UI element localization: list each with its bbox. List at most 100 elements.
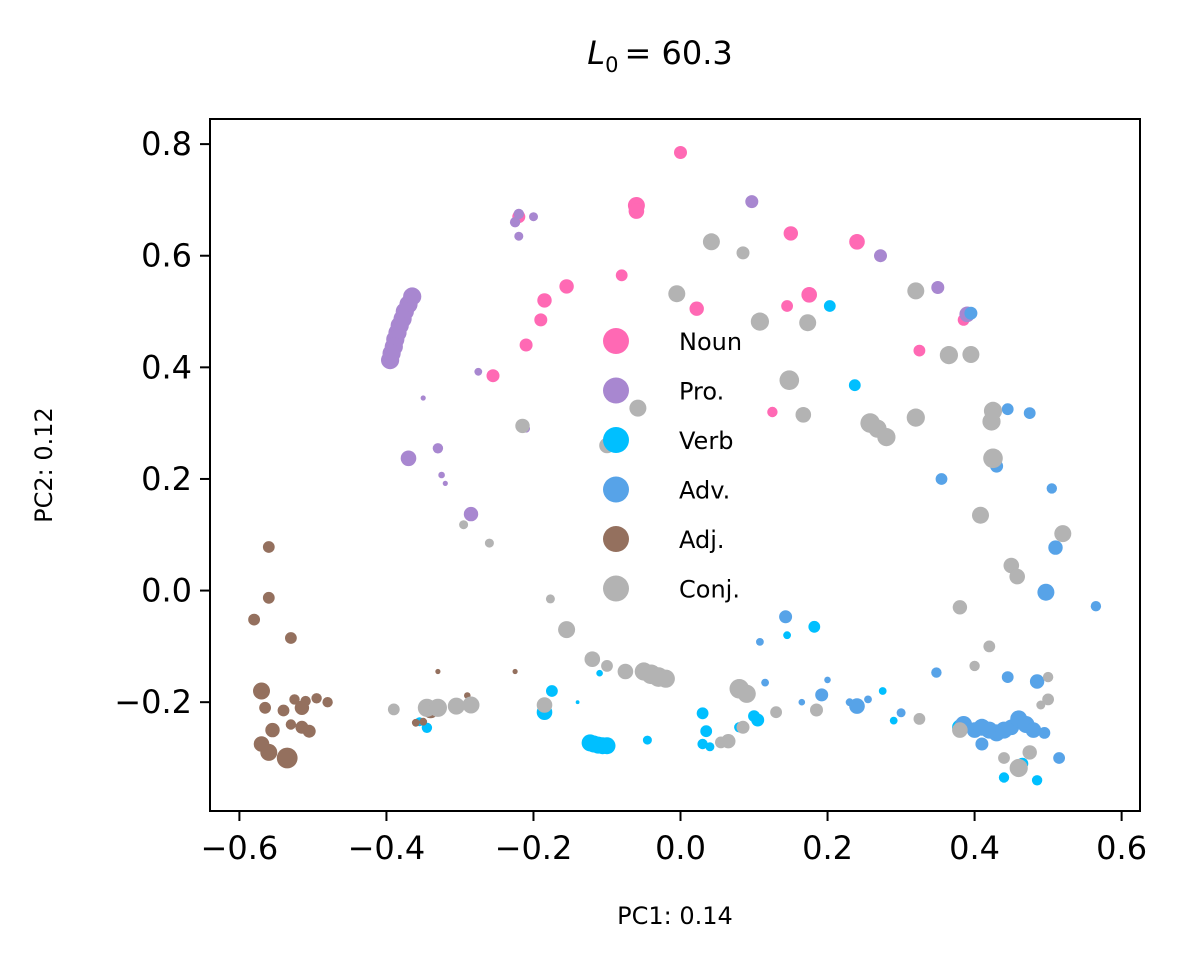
data-point bbox=[546, 685, 558, 697]
data-point bbox=[696, 707, 709, 720]
data-point bbox=[629, 399, 647, 417]
x-axis-label: PC1: 0.14 bbox=[617, 902, 733, 930]
data-point bbox=[545, 594, 555, 604]
data-point bbox=[435, 668, 441, 675]
data-point bbox=[519, 338, 533, 352]
data-point bbox=[601, 660, 613, 672]
data-point bbox=[1038, 727, 1051, 739]
data-point bbox=[969, 660, 980, 672]
chart-title-subscript: 0 bbox=[605, 53, 618, 77]
data-point bbox=[262, 591, 275, 604]
data-point bbox=[1048, 540, 1063, 555]
legend-marker bbox=[603, 526, 629, 552]
data-point bbox=[486, 369, 500, 383]
data-point bbox=[381, 351, 400, 370]
data-point bbox=[1001, 403, 1014, 416]
data-point bbox=[907, 282, 925, 300]
data-point bbox=[982, 412, 1001, 431]
data-point bbox=[260, 743, 278, 761]
data-point bbox=[558, 621, 576, 639]
data-point bbox=[559, 279, 574, 294]
data-point bbox=[668, 285, 686, 303]
data-point bbox=[1042, 671, 1054, 683]
y-axis-ticks: −0.2 0.0 0.2 0.4 0.6 0.8 bbox=[114, 125, 210, 721]
data-point bbox=[972, 506, 989, 524]
data-point bbox=[459, 520, 469, 530]
data-point bbox=[935, 473, 948, 485]
data-point bbox=[584, 651, 601, 667]
x-tick-label: 0.2 bbox=[802, 829, 853, 867]
data-point bbox=[387, 703, 400, 716]
data-point bbox=[808, 620, 821, 633]
data-point bbox=[781, 300, 793, 312]
data-point bbox=[484, 538, 494, 548]
data-point bbox=[1001, 671, 1014, 683]
data-point bbox=[798, 698, 806, 706]
data-point bbox=[913, 344, 926, 357]
data-point bbox=[598, 737, 616, 755]
data-point bbox=[983, 640, 996, 653]
data-point bbox=[1053, 752, 1065, 764]
chart-title-value: = 60.3 bbox=[624, 34, 732, 72]
data-point bbox=[420, 395, 426, 401]
data-point bbox=[1046, 483, 1058, 494]
data-point bbox=[289, 694, 300, 705]
data-point bbox=[761, 678, 769, 687]
data-point bbox=[779, 610, 793, 624]
data-point bbox=[931, 667, 942, 678]
data-point bbox=[674, 146, 687, 159]
data-point bbox=[1022, 745, 1037, 760]
legend-label: Adj. bbox=[679, 526, 725, 554]
data-point bbox=[737, 684, 756, 703]
data-point bbox=[642, 735, 652, 745]
data-point bbox=[878, 687, 887, 695]
data-point bbox=[1090, 601, 1102, 612]
data-point bbox=[474, 367, 483, 376]
data-point bbox=[783, 226, 798, 241]
data-point bbox=[964, 306, 978, 320]
data-point bbox=[509, 217, 521, 228]
legend-marker bbox=[603, 575, 629, 602]
data-point bbox=[262, 541, 275, 553]
x-axis-ticks: −0.6 −0.4 −0.2 0.0 0.2 0.4 0.6 bbox=[201, 811, 1147, 867]
data-point bbox=[529, 212, 538, 222]
y-axis-label: PC2: 0.12 bbox=[30, 407, 58, 523]
data-point bbox=[849, 698, 865, 714]
data-point bbox=[849, 234, 865, 250]
data-point bbox=[815, 688, 829, 702]
data-point bbox=[1036, 700, 1046, 710]
data-point bbox=[265, 722, 280, 738]
data-point bbox=[311, 693, 322, 704]
data-point bbox=[1029, 674, 1045, 689]
data-point bbox=[795, 407, 812, 423]
data-point bbox=[1009, 568, 1025, 585]
y-tick-label: −0.2 bbox=[114, 683, 192, 721]
y-tick-label: 0.4 bbox=[141, 348, 192, 386]
chart-title-prefix: L bbox=[587, 34, 605, 72]
legend-label: Noun bbox=[679, 328, 742, 356]
data-point bbox=[736, 720, 750, 734]
y-tick-label: 0.6 bbox=[141, 237, 192, 275]
data-point bbox=[998, 772, 1010, 783]
data-point bbox=[253, 682, 270, 700]
data-point bbox=[1025, 722, 1042, 738]
data-point bbox=[877, 428, 896, 447]
data-point bbox=[276, 747, 298, 769]
data-point bbox=[277, 704, 290, 717]
data-point bbox=[513, 208, 524, 220]
legend-label: Conj. bbox=[679, 576, 740, 604]
data-point bbox=[983, 448, 1003, 469]
data-point bbox=[810, 703, 823, 717]
data-point bbox=[512, 668, 518, 675]
data-point bbox=[419, 717, 428, 726]
data-point bbox=[702, 233, 720, 251]
data-point bbox=[689, 301, 704, 316]
data-point bbox=[705, 742, 715, 752]
data-point bbox=[615, 269, 628, 282]
x-tick-label: −0.2 bbox=[495, 829, 573, 867]
data-point bbox=[248, 613, 260, 626]
y-tick-label: 0.2 bbox=[141, 460, 192, 498]
legend-marker bbox=[603, 476, 629, 503]
data-point bbox=[514, 231, 524, 241]
